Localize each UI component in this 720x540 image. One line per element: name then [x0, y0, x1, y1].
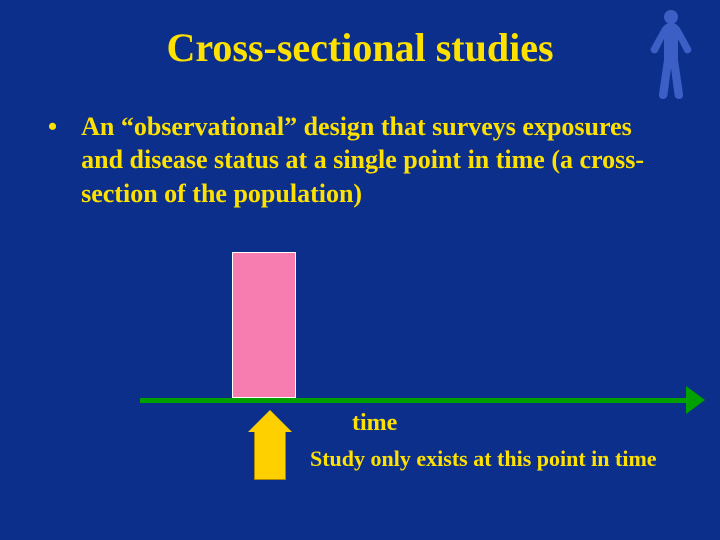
study-slice-rect [232, 252, 296, 398]
study-note-label: Study only exists at this point in time [310, 446, 657, 472]
time-axis-label: time [352, 410, 397, 437]
study-point-arrow-icon [248, 410, 292, 480]
slide: Cross-sectional studies • An “observatio… [0, 0, 720, 540]
bullet-dot: • [48, 110, 57, 143]
bullet-text: An “observational” design that surveys e… [81, 110, 648, 210]
up-arrow-head [248, 410, 292, 432]
slide-title: Cross-sectional studies [0, 24, 720, 71]
bullet-item: • An “observational” design that surveys… [48, 110, 648, 210]
timeline-arrowhead-icon [686, 386, 705, 414]
timeline-arrow [140, 398, 700, 426]
timeline-shaft [140, 398, 686, 403]
up-arrow-stem [254, 432, 286, 480]
